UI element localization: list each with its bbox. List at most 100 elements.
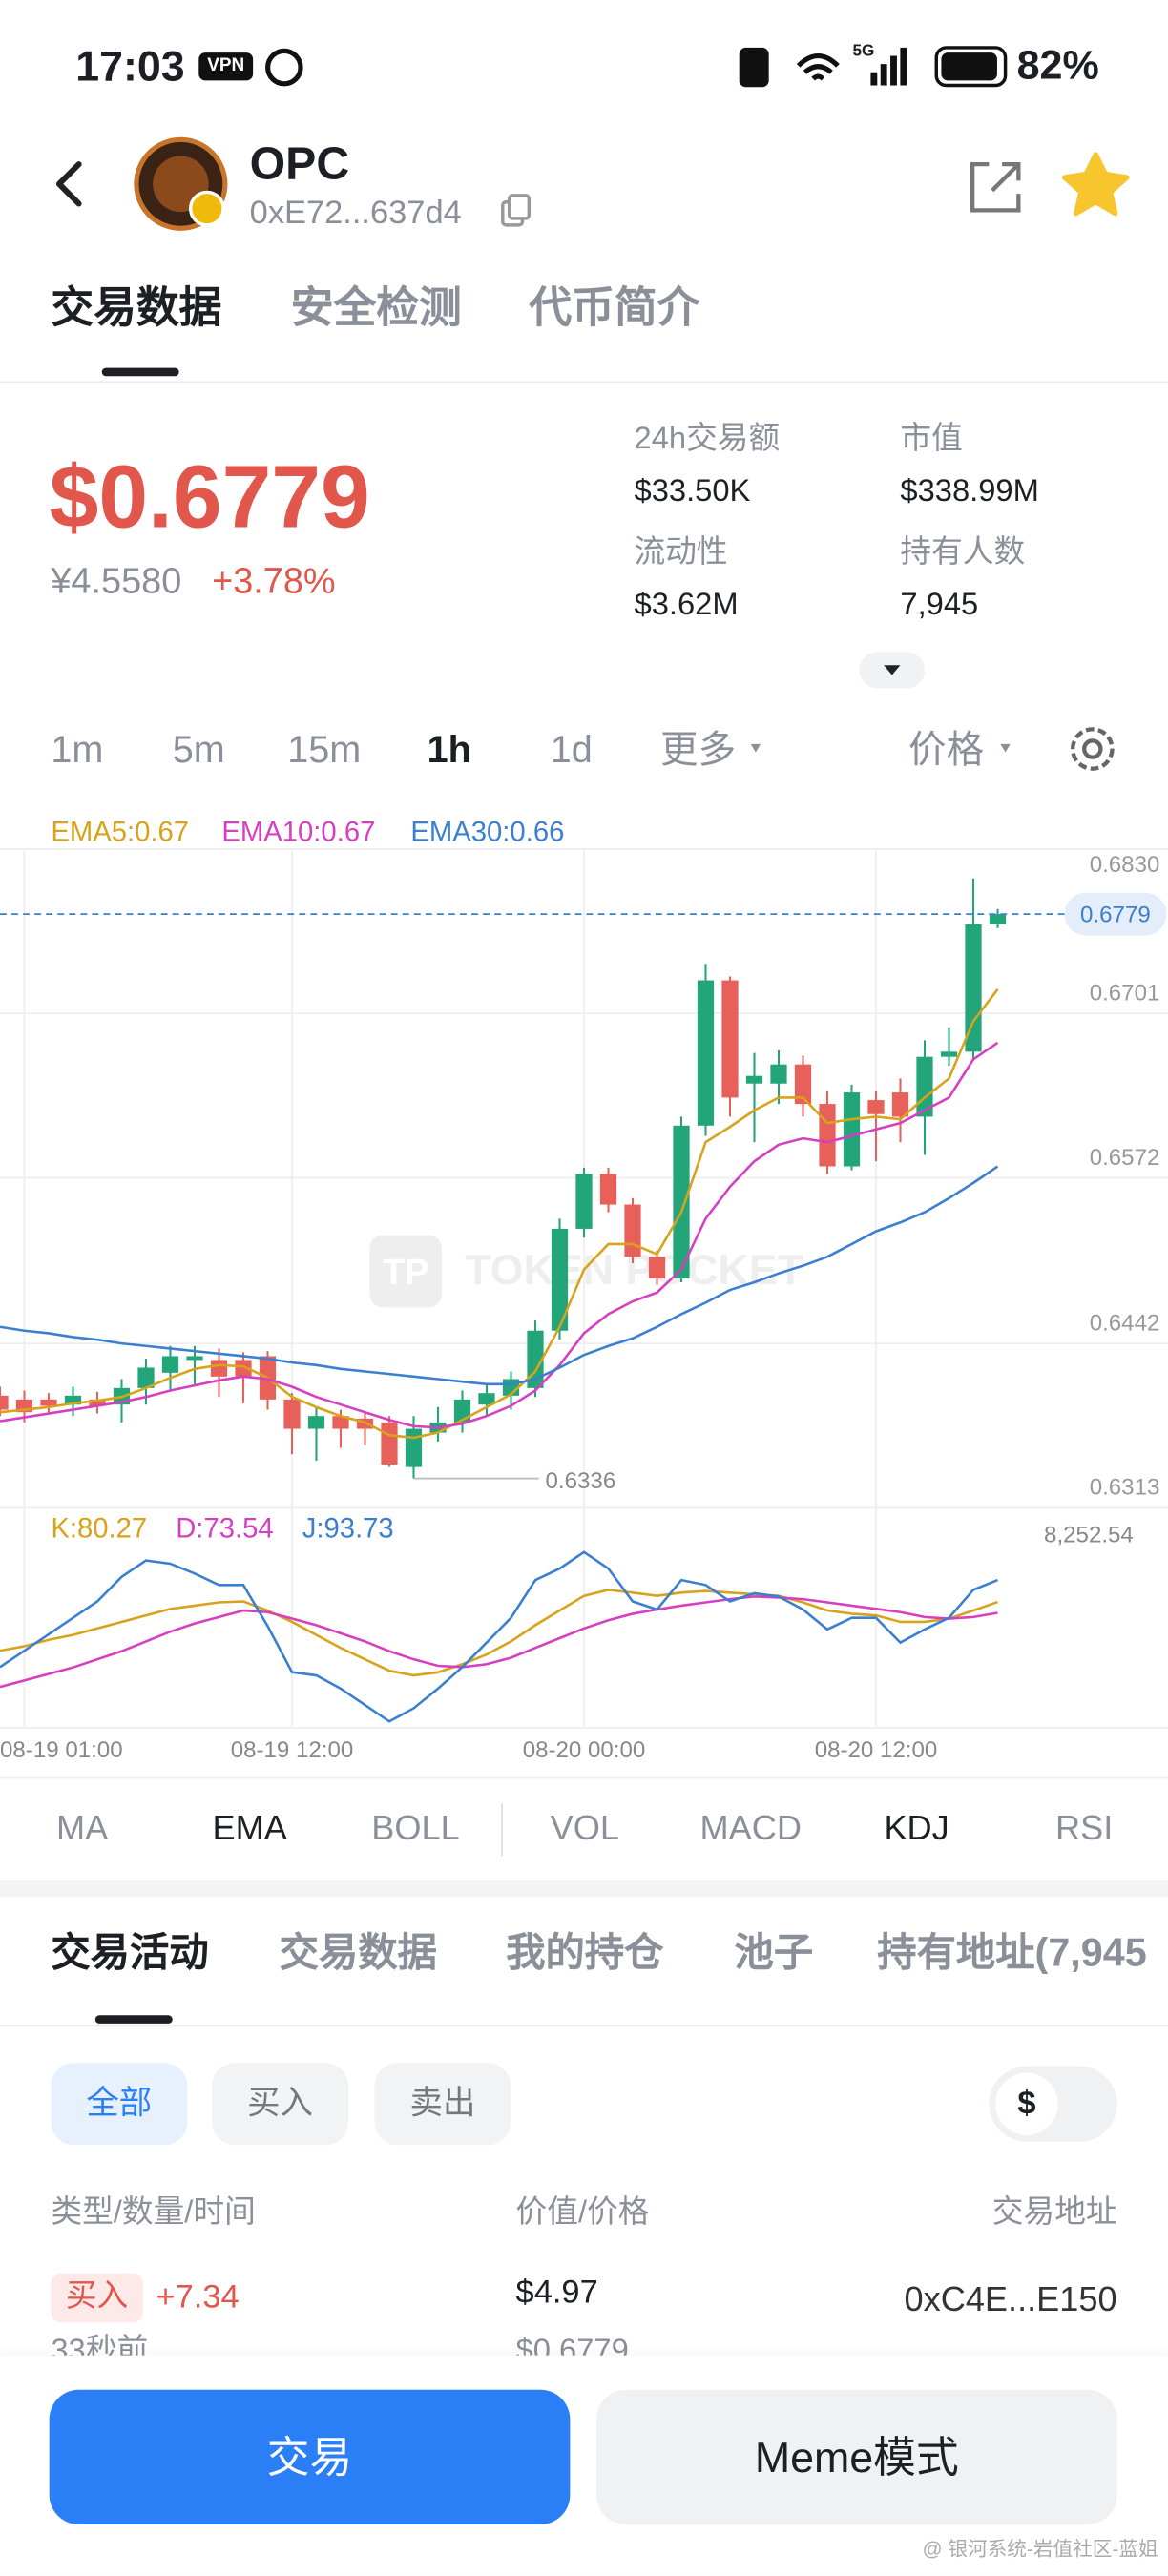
share-icon[interactable] [970,162,1021,213]
kdj-line [0,1550,998,1723]
stat-label: 市值 [900,422,963,457]
filter-chip[interactable]: 卖出 [374,2063,511,2146]
candle-body [332,1416,349,1429]
kdj-line [0,1589,998,1677]
battery-label: 82% [1016,42,1099,89]
tab-underline [101,367,179,377]
interval[interactable]: 15m [287,727,362,771]
candle-body [405,1428,423,1467]
kdj-legend: K:80.27 [51,1513,147,1544]
y-tick-label: 0.6830 [1090,852,1160,878]
token-address: 0xE72...637d4 [249,195,462,232]
stat-value: $338.99M [900,474,1039,509]
filter-chip[interactable]: 买入 [212,2063,348,2146]
candle-body [721,980,739,1098]
candle-body [161,1356,179,1373]
interval[interactable]: 5m [172,727,225,771]
activity-tab[interactable]: 池子 [734,1931,814,1976]
candle-body [551,1228,569,1331]
tab[interactable]: 交易数据 [51,282,222,332]
candle-body [599,1174,617,1205]
stat-label: 流动性 [634,535,728,571]
candle-body [186,1356,203,1361]
interval-more[interactable]: 更多 [660,727,737,771]
indicator[interactable]: RSI [1055,1810,1114,1848]
trade-type: 买入 [51,2273,143,2323]
divider [0,1776,1168,1779]
ema-line [0,988,999,1440]
footer-watermark: @ 银河系统-岩值社区-蓝姐 [922,2537,1158,2561]
back-button[interactable] [55,161,82,207]
trade-button[interactable]: 交易 [49,2389,571,2524]
ema-legend: EMA5:0.67 [51,817,189,847]
price-mode[interactable]: 价格 [908,727,985,771]
kdj-max-label: 8,252.54 [1044,1523,1134,1548]
divider [0,381,1168,384]
x-tick-label: 08-19 12:00 [231,1737,354,1763]
activity-tab[interactable]: 持有地址(7,945 [877,1931,1147,1976]
ema-legend: EMA10:0.67 [221,817,375,847]
currency-toggle-knob[interactable]: $ [995,2072,1058,2135]
expand-button[interactable] [859,652,926,689]
candle-body [989,914,1007,924]
interval[interactable]: 1m [51,727,104,771]
activity-tab[interactable]: 交易活动 [51,1931,209,1976]
indicator[interactable]: EMA [212,1810,287,1848]
favorite-star[interactable] [1061,152,1130,217]
kdj-legend: D:73.54 [176,1513,273,1544]
candle-body [867,1100,885,1114]
y-tick-label: 0.6442 [1090,1310,1160,1336]
divider [0,2025,1168,2027]
indicator[interactable]: MA [55,1810,109,1848]
status-icons [265,46,1008,88]
tab[interactable]: 安全检测 [290,282,462,332]
table-header: 价值/价格 [515,2195,650,2231]
candle-body [697,980,715,1126]
header-icons [55,136,1130,231]
price-usd: $0.6779 [49,447,370,548]
price-cny: ¥4.5580 [51,560,182,602]
vpn-badge: VPN [198,52,254,81]
filter-chip[interactable]: 全部 [51,2063,188,2146]
last-price-tag [1064,892,1167,936]
kdj-legend: J:93.73 [302,1513,394,1544]
trade-address: 0xC4E...E150 [904,2281,1117,2319]
candle-body [770,1064,787,1084]
candle-body [210,1360,228,1377]
settings-icon[interactable] [1071,727,1115,771]
candle-body [89,1399,106,1406]
candle-body [478,1393,495,1405]
price-chart: 0.6313 0.6442 0.6572 0.6701 0.6830 08-19 01:0… [0,817,1168,1763]
candle-body [843,1092,861,1167]
candle-body [235,1360,252,1377]
interval[interactable]: 1d [550,727,593,771]
ema-line [0,1165,999,1386]
tab[interactable]: 代币简介 [529,282,700,332]
candle-body [965,924,982,1052]
candle-body [624,1204,641,1257]
interval[interactable]: 1h [427,727,471,771]
stat-value: 7,945 [900,588,979,623]
candle-body [819,1104,836,1167]
stat-label: 持有人数 [900,535,1026,571]
y-tick-label: 0.6313 [1090,1475,1160,1501]
y-tick-label: 0.6572 [1090,1145,1160,1171]
trade-amount: +7.34 [156,2279,240,2316]
candle-body [137,1367,155,1388]
indicator[interactable]: KDJ [884,1810,949,1848]
activity-tab[interactable]: 交易数据 [279,1931,437,1976]
activity-tab[interactable]: 我的持仓 [506,1931,664,1976]
indicator[interactable]: VOL [550,1810,620,1848]
watermark-logo-bg [369,1235,443,1308]
candle-body [40,1399,57,1406]
indicator[interactable]: BOLL [371,1810,460,1848]
candle-body [745,1075,763,1084]
candle-body [794,1064,812,1105]
indicator-divider [501,1803,503,1857]
stat-value: $3.62M [634,588,739,623]
x-tick-label: 08-20 12:00 [815,1737,938,1763]
interval-icons [750,727,1115,771]
indicator[interactable]: MACD [699,1810,802,1848]
meme-button[interactable]: Meme模式 [595,2389,1117,2524]
